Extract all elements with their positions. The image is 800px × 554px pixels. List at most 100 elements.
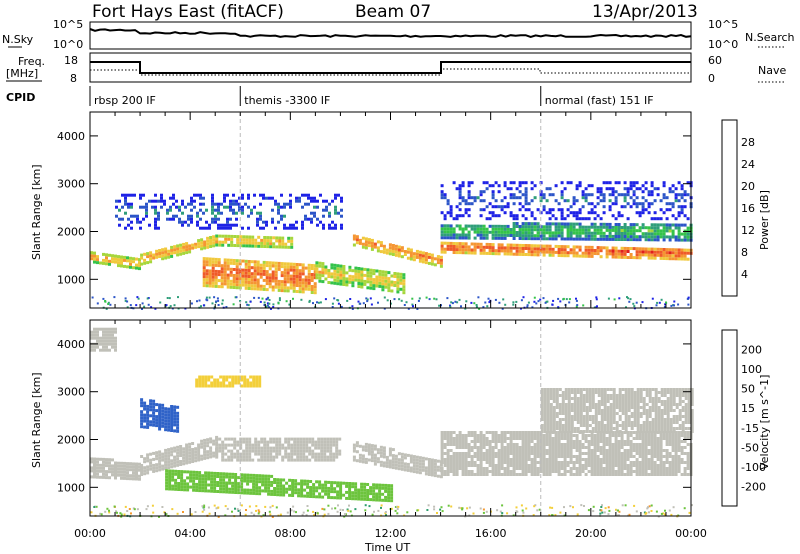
data-cell (605, 228, 609, 232)
freq-label: Freq. (18, 55, 45, 68)
data-cell (299, 458, 303, 462)
data-cell (310, 285, 314, 288)
data-cell (418, 297, 421, 300)
data-cell (524, 247, 528, 250)
data-cell (230, 452, 234, 456)
data-cell (183, 470, 187, 474)
data-cell (226, 279, 230, 283)
data-cell (330, 266, 334, 270)
data-cell (149, 452, 153, 456)
data-cell (327, 281, 331, 284)
data-cell (644, 250, 648, 254)
data-cell (662, 437, 666, 440)
data-cell (340, 223, 343, 227)
data-cell (452, 473, 456, 476)
data-cell (114, 476, 117, 480)
data-cell (560, 464, 564, 467)
data-cell (412, 455, 416, 459)
data-cell (620, 249, 624, 253)
data-cell (292, 262, 296, 266)
data-cell (186, 470, 190, 474)
data-cell (503, 461, 507, 464)
data-cell (238, 208, 241, 212)
data-cell (512, 217, 516, 221)
data-cell (635, 187, 639, 191)
data-cell (268, 196, 271, 200)
data-cell (614, 181, 618, 185)
data-cell (566, 234, 570, 238)
data-cell (253, 269, 257, 273)
data-cell (458, 214, 462, 218)
data-cell (509, 234, 513, 237)
data-cell (539, 199, 543, 203)
data-cell (530, 446, 534, 449)
data-cell (271, 264, 275, 268)
data-cell (671, 443, 675, 446)
data-cell (500, 467, 504, 470)
data-cell (476, 440, 480, 443)
data-cell (124, 297, 127, 300)
data-cell (295, 196, 298, 200)
data-cell (527, 431, 531, 434)
data-cell (662, 193, 666, 197)
data-cell (185, 245, 189, 249)
data-cell (225, 384, 229, 388)
data-cell (273, 478, 277, 481)
data-cell (195, 482, 199, 486)
data-cell (266, 245, 270, 249)
data-cell (167, 425, 171, 429)
data-cell (269, 236, 273, 240)
data-cell (635, 223, 639, 227)
data-cell (205, 226, 208, 230)
data-cell (686, 193, 690, 197)
data-cell (256, 287, 260, 291)
data-cell (357, 491, 361, 495)
data-cell (304, 202, 307, 206)
data-cell (254, 244, 258, 248)
data-cell (509, 473, 513, 476)
data-cell (331, 302, 334, 305)
data-cell (497, 224, 501, 228)
data-cell (335, 443, 339, 447)
data-cell (560, 181, 564, 185)
data-cell (482, 470, 486, 473)
data-cell (209, 236, 213, 239)
data-cell (205, 284, 209, 288)
data-cell (400, 458, 404, 462)
data-cell (581, 225, 585, 229)
data-cell (653, 226, 657, 230)
data-cell (396, 272, 400, 276)
data-cell (461, 473, 465, 476)
data-cell (521, 473, 525, 476)
data-cell (279, 481, 283, 485)
data-cell (470, 181, 474, 185)
data-cell (638, 256, 642, 260)
data-cell (629, 256, 633, 259)
data-cell (254, 446, 258, 450)
data-cell (551, 247, 555, 251)
data-cell (228, 478, 232, 482)
data-cell (301, 223, 304, 227)
data-cell (509, 434, 513, 437)
data-cell (443, 461, 447, 464)
data-cell (186, 476, 190, 480)
data-cell (668, 434, 672, 437)
data-cell (256, 284, 260, 288)
data-cell (476, 467, 480, 470)
data-cell (458, 461, 462, 464)
data-cell (298, 278, 302, 282)
data-cell (440, 455, 444, 458)
data-cell (270, 489, 274, 493)
data-cell (130, 226, 133, 230)
data-cell (140, 401, 144, 405)
data-cell (149, 458, 153, 462)
data-cell (138, 264, 141, 268)
data-cell (554, 231, 558, 235)
data-cell (226, 226, 229, 230)
data-cell (313, 205, 316, 209)
data-cell (686, 473, 690, 476)
data-cell (193, 199, 196, 203)
data-cell (259, 263, 263, 267)
data-cell (575, 184, 579, 188)
data-cell (244, 274, 248, 278)
